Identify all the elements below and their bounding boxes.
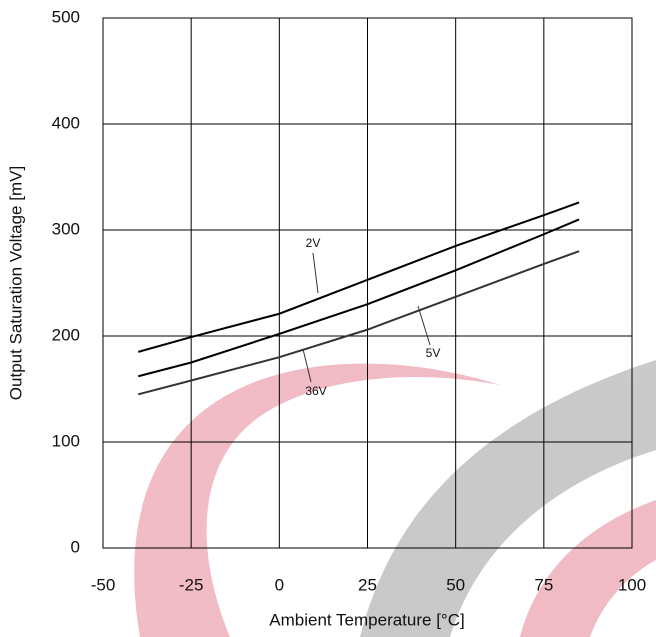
x-tick-label: 0 xyxy=(275,575,284,594)
y-tick-label: 200 xyxy=(52,325,80,344)
y-tick-label: 300 xyxy=(52,219,80,238)
x-tick-label: -50 xyxy=(91,575,116,594)
watermark xyxy=(134,360,656,637)
y-tick-label: 100 xyxy=(52,431,80,450)
series-line xyxy=(138,250,580,396)
series-label: 5V xyxy=(426,346,441,360)
series-line xyxy=(137,201,580,353)
label-leader xyxy=(312,252,319,294)
x-tick-label: 75 xyxy=(534,575,553,594)
x-tick-label: 100 xyxy=(618,575,646,594)
y-tick-label: 400 xyxy=(52,113,80,132)
label-leader xyxy=(417,305,431,346)
x-axis-title: Ambient Temperature [°C] xyxy=(269,610,464,629)
label-leader xyxy=(302,348,312,383)
x-tick-label: 50 xyxy=(446,575,465,594)
y-tick-label: 500 xyxy=(52,7,80,26)
series-label: 36V xyxy=(305,384,326,398)
x-tick-label: -25 xyxy=(179,575,204,594)
y-tick-label: 0 xyxy=(71,537,80,556)
series-line xyxy=(138,218,580,378)
x-tick-label: 25 xyxy=(358,575,377,594)
y-axis-title: Output Saturation Voltage [mV] xyxy=(6,166,25,400)
series-label: 2V xyxy=(306,236,321,250)
